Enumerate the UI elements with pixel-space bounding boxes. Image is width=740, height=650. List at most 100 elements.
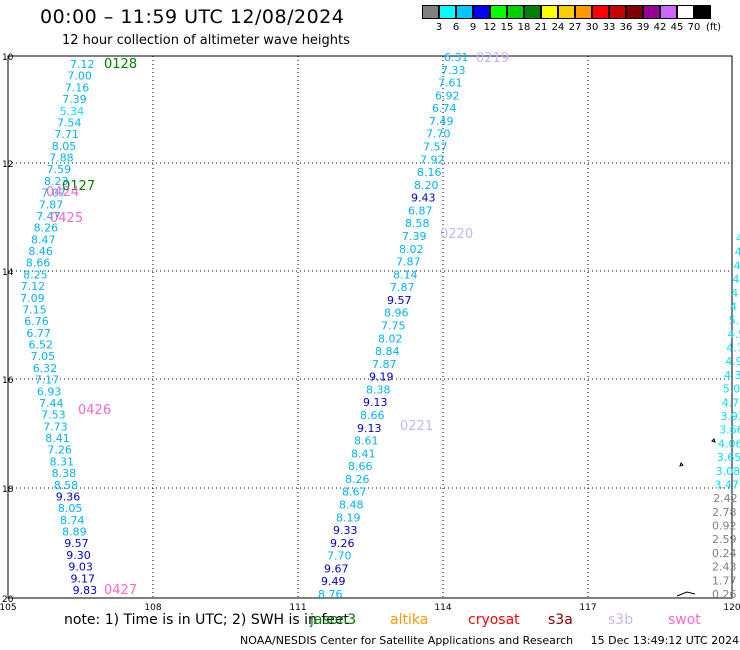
wave-height-value: 8.31 — [50, 455, 75, 468]
legend-swatch — [507, 5, 524, 19]
wave-height-value: 0.24 — [712, 547, 737, 560]
wave-height-value: 8.67 — [342, 486, 367, 499]
legend-swatch — [643, 5, 660, 19]
wave-height-value: 8.16 — [417, 166, 442, 179]
wave-height-value: 6.32 — [33, 362, 58, 375]
lon-label: 114 — [434, 603, 451, 613]
wave-height-value: 8.38 — [52, 467, 77, 480]
wave-height-value: 8.38 — [366, 383, 391, 396]
wave-height-value: 9.03 — [68, 561, 93, 574]
wave-height-value: 2.43 — [712, 561, 737, 574]
wave-height-value: 4.06 — [718, 437, 740, 450]
lon-label: 108 — [144, 603, 161, 613]
wave-height-value: 8.58 — [405, 217, 430, 230]
lat-label: 20 — [2, 595, 14, 605]
wave-height-value: 8.05 — [58, 502, 83, 515]
wave-height-value: 6.52 — [29, 339, 54, 352]
satellite-label: altika — [390, 612, 429, 628]
legend-label: 21 — [534, 22, 548, 33]
wave-height-value: 7.15 — [22, 303, 47, 316]
lat-label: 12 — [2, 160, 13, 170]
wave-height-value: 7.61 — [438, 77, 463, 90]
legend-swatch — [524, 5, 541, 19]
satellite-label: swot — [668, 612, 701, 628]
wave-height-value: 6.31 — [444, 51, 469, 64]
wave-height-value: 3.08 — [716, 465, 740, 478]
wave-height-value: 4 — [732, 273, 739, 286]
wave-height-value: 6.77 — [26, 327, 51, 340]
wave-height-value: 7.53 — [41, 409, 66, 422]
legend-label: 6 — [452, 22, 460, 33]
wave-height-value: 8.66 — [360, 409, 385, 422]
footer-note: note: 1) Time is in UTC; 2) SWH is in fe… — [64, 612, 350, 628]
wave-height-value: 9.57 — [387, 294, 412, 307]
wave-height-value: 7.33 — [441, 64, 466, 77]
wave-height-value: 7.00 — [67, 70, 92, 83]
wave-height-value: 2.59 — [712, 533, 737, 546]
legend-label: 9 — [469, 22, 477, 33]
wave-height-value: 4 — [734, 259, 740, 272]
wave-height-value: 8.14 — [393, 268, 418, 281]
wave-height-value: 8.76 — [318, 588, 343, 601]
wave-height-value: 7.73 — [43, 420, 67, 433]
wave-height-value: 7.70 — [327, 550, 352, 563]
legend-label: 15 — [500, 22, 514, 33]
wave-height-value: 4 — [736, 232, 740, 245]
credit-timestamp: 15 Dec 13:49:12 UTC 2024 — [590, 634, 740, 647]
wave-height-value: 7.87 — [390, 281, 415, 294]
pass-label: 0219 — [476, 51, 509, 66]
wave-height-value: 7.92 — [420, 153, 445, 166]
legend-label: 45 — [670, 22, 684, 33]
wave-height-value: 6.87 — [408, 204, 433, 217]
pass-label: 0128 — [104, 57, 137, 72]
wave-height-value: 8.61 — [354, 435, 379, 448]
legend-label: 24 — [551, 22, 565, 33]
wave-height-value: 8.26 — [34, 222, 59, 235]
wave-height-value: 8.58 — [54, 479, 78, 492]
wave-height-value: 4.9 — [725, 355, 740, 368]
wave-height-value: 7.47 — [36, 210, 61, 223]
pass-label: 0427 — [104, 583, 137, 598]
pass-label: 0127 — [62, 179, 95, 194]
legend-unit: (ft) — [706, 22, 722, 33]
legend-swatch — [473, 5, 490, 19]
coastline — [676, 591, 696, 597]
wave-height-value: 6.74 — [432, 102, 457, 115]
wave-height-value: 6.92 — [435, 89, 460, 102]
legend-label: 39 — [636, 22, 650, 33]
wave-height-value: 7.87 — [39, 198, 64, 211]
legend-swatch — [439, 5, 456, 19]
legend-swatch — [609, 5, 626, 19]
wave-height-value: 8.89 — [62, 526, 87, 539]
wave-height-value: 7.87 — [372, 358, 397, 371]
footer-credit: NOAA/NESDIS Center for Satellite Applica… — [240, 634, 739, 647]
satellite-label: s3b — [608, 612, 634, 628]
wave-height-value: 8.41 — [45, 432, 70, 445]
legend-swatch — [575, 5, 592, 19]
legend-label: 27 — [568, 22, 582, 33]
coastline — [711, 438, 716, 443]
wave-height-value: 8.25 — [23, 268, 48, 281]
wave-height-value: 8.46 — [28, 245, 53, 258]
pass-label: 0220 — [440, 227, 473, 242]
wave-height-value: 9.26 — [330, 537, 355, 550]
wave-height-value: 9.57 — [64, 537, 89, 550]
wave-height-value: 8.23 — [44, 175, 69, 188]
satellite-label: s3a — [548, 612, 573, 628]
map-frame — [7, 55, 733, 599]
satellite-label: cryosat — [468, 612, 520, 628]
wave-height-value: 7.57 — [423, 141, 448, 154]
wave-height-value: 4 — [731, 287, 738, 300]
wave-height-value: 7.12 — [21, 280, 45, 293]
wave-height-value: 9.49 — [321, 575, 346, 588]
legend-swatch — [558, 5, 575, 19]
legend-swatch — [626, 5, 643, 19]
lat-label: 18 — [2, 485, 14, 495]
wave-height-value: 8.20 — [414, 179, 439, 192]
wave-height-value: 8.26 — [345, 473, 370, 486]
wave-height-value: 7.17 — [35, 374, 60, 387]
wave-height-value: 3.65 — [717, 451, 740, 464]
wave-height-value: 9.13 — [363, 396, 388, 409]
legend-swatch — [694, 5, 711, 19]
